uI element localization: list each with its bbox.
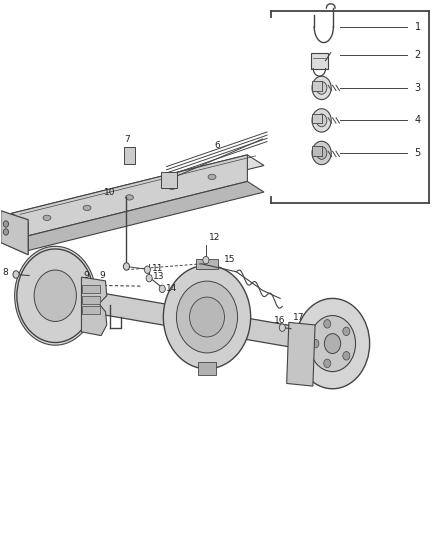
Bar bbox=[82, 306, 100, 314]
Text: 16: 16 bbox=[274, 316, 286, 325]
Circle shape bbox=[295, 298, 370, 389]
Ellipse shape bbox=[126, 195, 134, 200]
Polygon shape bbox=[12, 181, 264, 251]
Circle shape bbox=[324, 359, 331, 368]
Circle shape bbox=[4, 221, 9, 227]
Circle shape bbox=[4, 229, 9, 235]
Text: 1: 1 bbox=[415, 22, 421, 31]
Text: 9: 9 bbox=[99, 271, 105, 280]
Circle shape bbox=[34, 270, 76, 321]
Circle shape bbox=[145, 266, 150, 273]
Circle shape bbox=[316, 147, 327, 159]
Circle shape bbox=[343, 327, 350, 336]
Bar bbox=[124, 148, 135, 165]
Bar bbox=[161, 172, 177, 188]
Bar bbox=[196, 259, 218, 269]
Circle shape bbox=[312, 76, 331, 100]
Circle shape bbox=[279, 324, 286, 332]
Polygon shape bbox=[81, 277, 107, 336]
Circle shape bbox=[312, 141, 331, 165]
Text: 6: 6 bbox=[215, 141, 220, 150]
Ellipse shape bbox=[177, 281, 237, 353]
Circle shape bbox=[316, 82, 327, 94]
Text: 14: 14 bbox=[166, 284, 177, 293]
Text: 5: 5 bbox=[414, 148, 421, 158]
Circle shape bbox=[159, 285, 165, 293]
Circle shape bbox=[325, 334, 341, 353]
Circle shape bbox=[310, 316, 356, 372]
Circle shape bbox=[17, 249, 94, 343]
Ellipse shape bbox=[190, 297, 224, 337]
Circle shape bbox=[343, 352, 350, 360]
Ellipse shape bbox=[208, 174, 216, 180]
Text: 10: 10 bbox=[104, 188, 116, 197]
Polygon shape bbox=[12, 213, 28, 251]
Text: 2: 2 bbox=[414, 50, 421, 60]
Bar bbox=[82, 285, 100, 293]
Ellipse shape bbox=[163, 265, 251, 369]
Text: 7: 7 bbox=[124, 135, 130, 144]
Text: 11: 11 bbox=[152, 264, 163, 273]
Polygon shape bbox=[287, 322, 315, 386]
Bar bbox=[312, 81, 321, 91]
Text: 9: 9 bbox=[84, 271, 89, 280]
Polygon shape bbox=[12, 155, 247, 240]
Text: 4: 4 bbox=[415, 116, 421, 125]
Polygon shape bbox=[12, 155, 264, 224]
Ellipse shape bbox=[43, 215, 51, 221]
Circle shape bbox=[312, 109, 331, 132]
Text: 17: 17 bbox=[293, 312, 305, 321]
Bar bbox=[82, 296, 100, 304]
Text: 15: 15 bbox=[224, 255, 236, 264]
Circle shape bbox=[13, 271, 19, 278]
Text: 3: 3 bbox=[415, 83, 421, 93]
Circle shape bbox=[312, 340, 319, 348]
Ellipse shape bbox=[83, 205, 91, 211]
Circle shape bbox=[324, 320, 331, 328]
Bar bbox=[312, 114, 321, 123]
Bar bbox=[312, 146, 321, 156]
Text: 12: 12 bbox=[209, 233, 221, 242]
Ellipse shape bbox=[168, 184, 176, 190]
Circle shape bbox=[316, 114, 327, 127]
Bar bbox=[198, 362, 216, 375]
Circle shape bbox=[146, 274, 152, 282]
Bar bbox=[311, 53, 328, 69]
Text: 13: 13 bbox=[152, 272, 164, 280]
Circle shape bbox=[124, 263, 130, 270]
Text: 8: 8 bbox=[2, 268, 8, 277]
Circle shape bbox=[14, 246, 96, 345]
Polygon shape bbox=[1, 211, 28, 255]
Polygon shape bbox=[54, 285, 334, 354]
Circle shape bbox=[203, 256, 209, 264]
